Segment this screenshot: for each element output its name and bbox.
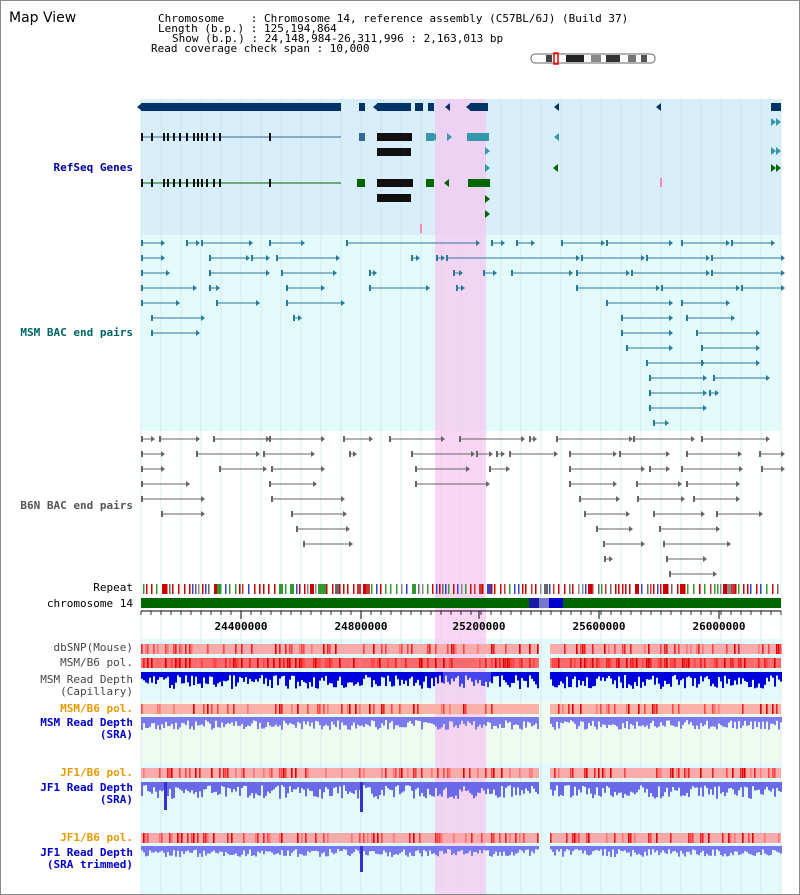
length-info: Length (b.p.) : 125,194,864 [158, 22, 337, 35]
msm-depth-cap-label-2: (Capillary) [60, 685, 133, 698]
repeat-track-label: Repeat [93, 581, 133, 594]
chromosome-ideogram[interactable] [530, 52, 656, 65]
coverage-span-info: Read coverage check span : 10,000 [151, 42, 370, 55]
msm-pol-sra-track-label: MSM/B6 pol. [60, 702, 133, 715]
chromosome-bar[interactable] [141, 598, 781, 608]
jf1-trim-label-1: JF1 Read Depth [40, 846, 133, 859]
repeat-track[interactable] [143, 584, 779, 594]
b6n-bac-track[interactable] [141, 436, 785, 577]
show-range-info: Show (b.p.) : 24,148,984-26,311,996 : 2,… [172, 32, 504, 45]
ruler-tick-label: 25600000 [573, 620, 626, 633]
msm-pol-track-label: MSM/B6 pol. [60, 656, 133, 669]
jf1-pol-2-track-label: JF1/B6 pol. [60, 831, 133, 844]
page-title: Map View [9, 10, 77, 26]
highlight-region[interactable] [435, 99, 486, 894]
b6n-bac-track-label: B6N BAC end pairs [20, 499, 133, 512]
jf1-depth-label-1: JF1 Read Depth [40, 781, 133, 794]
variation-tracks[interactable] [141, 644, 782, 872]
ruler-tick-label: 24400000 [215, 620, 268, 633]
jf1-depth-label-2: (SRA) [99, 793, 133, 806]
msm-depth-sra-label-2: (SRA) [99, 728, 133, 741]
refseq-gene-track[interactable] [137, 103, 781, 233]
jf1-pol-track-label: JF1/B6 pol. [60, 766, 133, 779]
ruler-tick-label: 25200000 [453, 620, 506, 633]
msm-bac-track-label: MSM BAC end pairs [20, 326, 133, 339]
msm-bac-track[interactable] [141, 240, 785, 426]
ruler-tick-label: 24800000 [335, 620, 388, 633]
chromosome-info: Chromosome : Chromosome 14, reference as… [158, 12, 629, 25]
msm-depth-cap-label-1: MSM Read Depth [40, 673, 133, 686]
chromosome-track-label: chromosome 14 [46, 597, 133, 610]
msm-depth-sra-label-1: MSM Read Depth [40, 716, 133, 729]
position-ruler: 24400000 24800000 25200000 25600000 26000000 [140, 610, 782, 633]
jf1-trim-label-2: (SRA trimmed) [46, 858, 133, 871]
dbsnp-track-label: dbSNP(Mouse) [53, 641, 133, 654]
refseq-track-label: RefSeq Genes [53, 161, 133, 174]
ruler-tick-label: 26000000 [693, 620, 746, 633]
